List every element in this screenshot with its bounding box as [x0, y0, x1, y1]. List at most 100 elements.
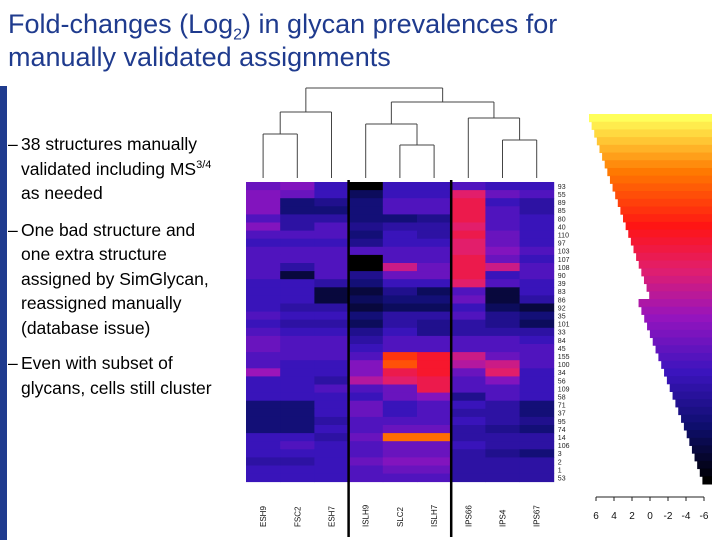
heatmap-cell [348, 335, 384, 345]
heatmap-cell [417, 408, 452, 418]
heatmap-cell [280, 441, 315, 450]
bullet-text: 38 structures manually validated includi… [21, 134, 198, 179]
heatmap-cell [246, 287, 281, 296]
heatmap-cell [519, 384, 555, 393]
row-label: 84 [558, 338, 566, 345]
heatmap-cell [314, 368, 349, 377]
gradient-step [658, 352, 712, 362]
heatmap-cell [519, 416, 555, 426]
gradient-step [702, 476, 712, 485]
bullet-item-2: – One bad structure and one extra structu… [8, 218, 218, 341]
gradient-step [636, 252, 712, 261]
heatmap-cell [382, 392, 418, 402]
row-label: 101 [558, 322, 570, 329]
heatmap-cell [382, 214, 418, 223]
heatmap-cell [417, 246, 452, 256]
row-label: 89 [558, 200, 566, 207]
heatmap-cell [519, 311, 555, 321]
heatmap-cell [314, 473, 349, 483]
heatmap-cell [382, 473, 418, 483]
heatmap-cell [348, 182, 384, 191]
column-dendrogram [262, 87, 538, 178]
heatmap-cell [314, 198, 349, 207]
heatmap-cell [382, 279, 418, 288]
gradient-step [615, 191, 712, 200]
slide-frame-bar [0, 86, 7, 540]
heatmap-cell [314, 287, 349, 296]
heatmap-cell [519, 279, 555, 288]
column-label: IPS4 [499, 509, 508, 527]
row-label: 1 [558, 467, 562, 474]
heatmap-cell [280, 408, 315, 418]
heatmap-cell [485, 263, 520, 272]
gradient-step [628, 229, 712, 238]
heatmap-cell [417, 198, 452, 207]
heatmap-cell [348, 246, 384, 256]
heatmap-cell [314, 392, 349, 402]
heatmap-cell [519, 295, 555, 304]
title-subscript: 2 [233, 26, 243, 44]
heatmap-cell [280, 319, 315, 329]
heatmap-cell [519, 230, 555, 240]
row-label: 83 [558, 289, 566, 296]
heatmap-cell [485, 441, 520, 450]
heatmap-cell [314, 425, 349, 434]
heatmap-cell [246, 319, 281, 329]
heatmap-cell [348, 400, 384, 410]
heatmap-cell [246, 303, 281, 312]
bullet-dash: – [8, 134, 18, 154]
heatmap-cell [246, 214, 281, 223]
heatmap-cell [280, 465, 315, 474]
heatmap-cell [280, 190, 315, 199]
gradient-step [612, 183, 712, 192]
heatmap-cell [485, 344, 520, 353]
heatmap-cell [280, 433, 315, 442]
gradient-step [691, 445, 712, 454]
heatmap-cell [417, 376, 452, 385]
heatmap-cell [246, 384, 281, 393]
heatmap-cell [348, 360, 384, 369]
heatmap-cell [280, 352, 315, 361]
heatmap-cell [519, 425, 555, 434]
heatmap-cell [451, 198, 486, 207]
heatmap-cell [519, 360, 555, 369]
gradient-step [644, 314, 712, 323]
heatmap-cell [417, 335, 452, 345]
heatmap-cell [382, 400, 418, 410]
gradient-step [672, 391, 712, 400]
row-label: 90 [558, 273, 566, 280]
heatmap-cell [382, 344, 418, 353]
heatmap-cell [348, 287, 384, 296]
heatmap-cell [382, 335, 418, 345]
heatmap-cell [246, 425, 281, 434]
heatmap-cell [348, 279, 384, 288]
heatmap-cell [519, 238, 555, 248]
row-label: 45 [558, 346, 566, 353]
heatmap-cell [314, 457, 349, 466]
gradient-step [697, 460, 712, 470]
heatmap-cell [246, 473, 281, 483]
slide-title: Fold-changes (Log2) in glycan prevalence… [8, 8, 708, 74]
gradient-step [647, 322, 712, 331]
heatmap-cell [280, 327, 315, 337]
heatmap-cell [519, 182, 555, 191]
row-label: 95 [558, 419, 566, 426]
heatmap-cell [417, 384, 452, 393]
gradient-step [655, 345, 712, 354]
heatmap-cell [348, 368, 384, 377]
heatmap-cell [280, 384, 315, 393]
heatmap-cell [382, 384, 418, 393]
heatmap-cell [417, 416, 452, 426]
heatmap-cell [451, 352, 486, 361]
gradient-step [638, 260, 712, 269]
heatmap-cell [314, 214, 349, 223]
heatmap-cell [485, 457, 520, 466]
heatmap-cell [519, 206, 555, 215]
heatmap-cell [314, 449, 349, 458]
heatmap-cell [382, 206, 418, 215]
heatmap-cell [451, 327, 486, 337]
heatmap-cell [246, 360, 281, 369]
heatmap-cell [451, 254, 486, 264]
gradient-step [649, 329, 712, 339]
heatmap-cell [485, 198, 520, 207]
